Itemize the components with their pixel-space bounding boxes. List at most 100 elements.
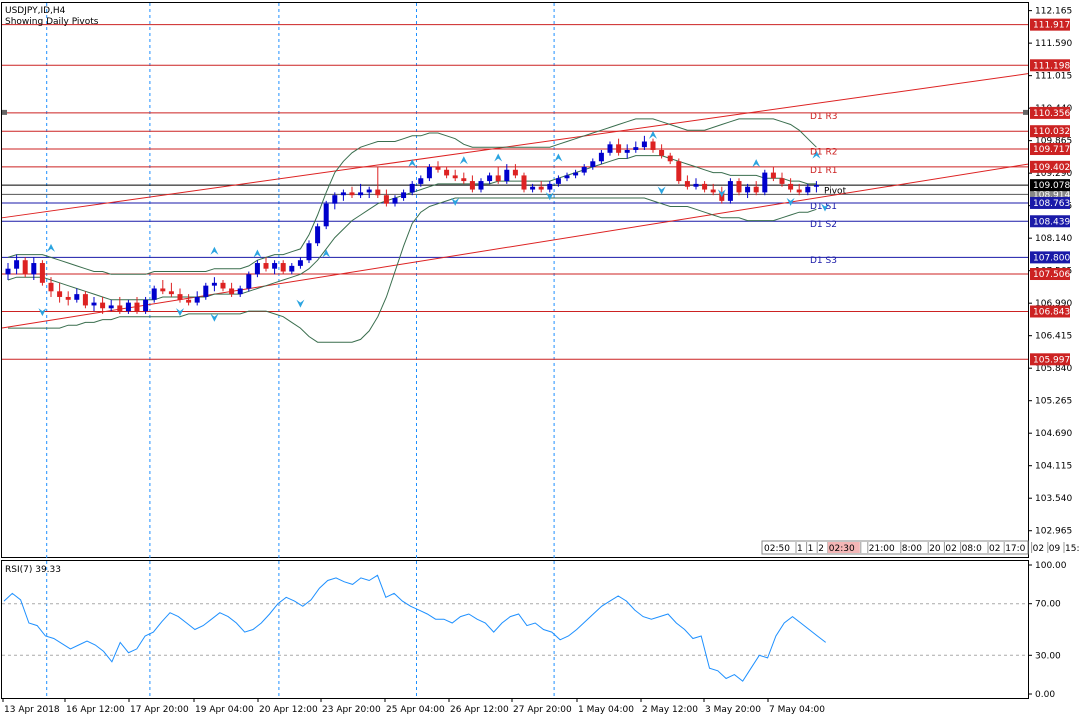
candle	[573, 169, 579, 179]
price-tag-label: 105.997	[1033, 355, 1070, 365]
fractal-up	[253, 249, 262, 258]
candle	[383, 189, 389, 207]
candle-body	[151, 288, 157, 300]
price-tag-label: 108.914	[1033, 190, 1070, 200]
candle-body	[392, 198, 398, 204]
candle	[590, 158, 596, 170]
candle-body	[289, 265, 295, 272]
fractal-down	[821, 203, 829, 212]
time-tick-label: 20 Apr 12:00	[259, 705, 318, 715]
candle-body	[203, 285, 209, 297]
price-tag-box	[1030, 215, 1070, 228]
fractal-down	[38, 308, 47, 317]
candle-body	[461, 178, 467, 182]
candle-body	[220, 282, 226, 289]
candle-body	[31, 263, 37, 275]
time-tick-label: 13 Apr 2018	[4, 705, 60, 715]
level-marker-left	[2, 109, 7, 115]
candle	[91, 296, 97, 312]
candle	[366, 186, 372, 199]
band-middle	[7, 155, 817, 301]
price-tick-label: 112.165	[1035, 7, 1072, 17]
candle-body	[452, 175, 458, 179]
fractal-up	[649, 130, 657, 139]
candle	[100, 296, 106, 314]
candle-body	[366, 189, 372, 193]
candle-body	[91, 302, 97, 306]
candle	[435, 161, 441, 173]
pivot-label: D1 R3	[810, 112, 838, 122]
candle	[332, 192, 338, 210]
candle	[229, 282, 235, 297]
price-tag-box	[1030, 268, 1070, 281]
candle	[770, 166, 776, 182]
candle-body	[5, 268, 11, 275]
candle	[530, 183, 536, 193]
candle-body	[39, 263, 45, 283]
candle-body	[762, 172, 768, 193]
candle	[512, 164, 518, 179]
candle	[418, 175, 424, 187]
price-tag-box	[1030, 251, 1070, 264]
candle-body	[676, 161, 682, 182]
candle	[624, 144, 630, 159]
candle	[82, 291, 88, 309]
rsi-tick-label: 100.00	[1035, 561, 1067, 571]
price-tag-box	[1030, 59, 1070, 72]
candle	[246, 271, 252, 292]
time-tick-label: 23 Apr 20:00	[322, 705, 381, 715]
fractal-markers	[38, 130, 829, 322]
candle	[813, 181, 819, 193]
time-label: 1	[797, 544, 803, 554]
candle-body	[254, 263, 260, 275]
level-marker-right	[1023, 109, 1028, 115]
fractal-down	[210, 313, 219, 322]
candle-body	[168, 291, 174, 295]
price-tag-label: 107.800	[1033, 253, 1070, 263]
candle	[237, 285, 243, 297]
candle-body	[306, 243, 312, 261]
price-tick-label: 106.415	[1035, 332, 1072, 342]
price-tag-label: 109.402	[1033, 163, 1070, 173]
candle	[340, 189, 346, 201]
price-tick-label: 106.990	[1035, 299, 1072, 309]
price-tag-box	[1030, 305, 1070, 318]
price-tag-box	[1030, 143, 1070, 156]
candle-body	[659, 149, 665, 156]
candle	[581, 164, 587, 176]
fractal-up	[322, 249, 331, 258]
candle-body	[624, 149, 630, 153]
candle	[461, 172, 467, 184]
price-tags: 111.917 111.198 110.356 110.032 109.717 109.4…	[2, 18, 1070, 366]
candle-body	[160, 288, 166, 292]
price-tag-box	[1030, 353, 1070, 366]
candle	[633, 141, 639, 153]
rsi-panel-frame	[1, 560, 1029, 699]
candle	[796, 183, 802, 196]
candle-body	[194, 296, 200, 303]
band-upper	[7, 118, 817, 275]
price-tag-label: 106.843	[1033, 307, 1070, 317]
price-panel-frame	[1, 2, 1029, 558]
current-price-label: 109.078	[1033, 181, 1070, 191]
candle-body	[426, 166, 432, 179]
candle-body	[211, 282, 217, 286]
symbol-title: USDJPY,ID,H4	[5, 6, 66, 16]
candle	[426, 164, 432, 182]
rsi-tick-label: 0.00	[1035, 690, 1055, 700]
candle	[495, 166, 501, 184]
pivot-lines	[2, 24, 1028, 360]
candle	[57, 282, 63, 303]
time-tick-label: 19 Apr 04:00	[195, 705, 254, 715]
time-label: 02	[1033, 544, 1044, 554]
candle-body	[272, 263, 278, 269]
candle	[65, 291, 71, 306]
price-tag-box	[1030, 196, 1070, 209]
candle	[168, 282, 174, 297]
fractal-down	[176, 308, 184, 317]
candle	[22, 257, 28, 278]
candle-body	[323, 203, 329, 227]
candle-body	[650, 141, 656, 150]
candle	[702, 181, 708, 193]
